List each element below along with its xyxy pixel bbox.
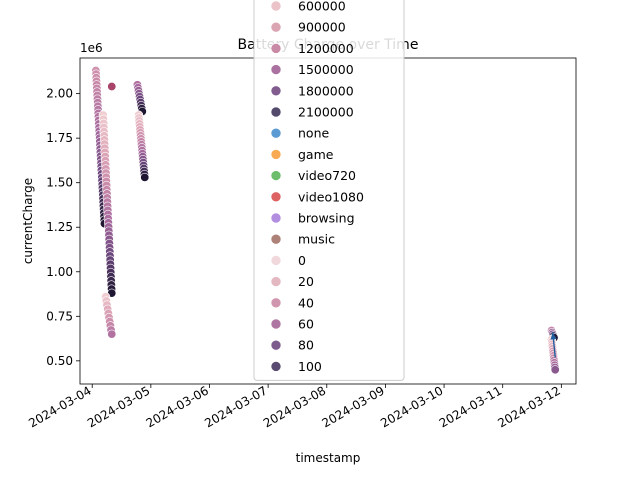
x-tick-label: 2024-03-10 bbox=[378, 383, 445, 430]
x-tick-label: 2024-03-09 bbox=[320, 383, 387, 430]
legend-label: music bbox=[298, 232, 335, 247]
legend-label: 600000 bbox=[298, 0, 346, 14]
data-point bbox=[140, 172, 150, 182]
legend-marker bbox=[270, 191, 282, 203]
legend-marker bbox=[270, 85, 282, 97]
legend-marker bbox=[270, 361, 282, 372]
legend-label: 60 bbox=[298, 317, 314, 332]
legend-marker bbox=[270, 43, 282, 54]
legend-label: 0 bbox=[298, 253, 306, 268]
legend-marker bbox=[270, 0, 282, 12]
y-tick-label: 1.25 bbox=[46, 220, 73, 234]
legend-marker bbox=[270, 170, 282, 181]
data-point bbox=[550, 365, 560, 375]
legend-marker bbox=[270, 233, 282, 245]
x-tick-label: 2024-03-06 bbox=[144, 383, 211, 430]
legend-label: game bbox=[298, 147, 334, 162]
legend-label: 900000 bbox=[298, 20, 346, 35]
legend-label: browsing bbox=[298, 211, 355, 226]
legend-marker bbox=[270, 21, 282, 33]
data-points bbox=[91, 65, 560, 375]
y-tick-label: 0.50 bbox=[46, 354, 73, 368]
y-tick-label: 1.00 bbox=[46, 265, 73, 279]
data-point bbox=[107, 329, 117, 339]
legend-label: 1500000 bbox=[298, 62, 354, 77]
legend-label: 80 bbox=[298, 338, 314, 353]
legend-label: 1800000 bbox=[298, 83, 354, 98]
legend-marker bbox=[270, 276, 282, 287]
legend-marker bbox=[270, 212, 282, 224]
x-tick-label: 2024-03-04 bbox=[26, 383, 93, 430]
data-point bbox=[107, 82, 117, 92]
legend-label: none bbox=[298, 126, 329, 141]
y-axis-label: currentCharge bbox=[21, 178, 35, 264]
legend-label: 1200000 bbox=[298, 41, 354, 56]
legend-label: 100 bbox=[298, 359, 322, 374]
legend-label: video720 bbox=[298, 168, 356, 183]
x-tick-label: 2024-03-08 bbox=[261, 383, 328, 430]
legend-marker bbox=[270, 255, 282, 266]
y-tick-label: 1.50 bbox=[46, 176, 73, 190]
legend-marker bbox=[270, 127, 282, 139]
legend-marker bbox=[270, 64, 282, 75]
legend: 600000 900000 1200000 1500000 1800000 2100000… bbox=[253, 0, 405, 381]
y-offset-label: 1e6 bbox=[80, 41, 103, 55]
y-tick-label: 2.00 bbox=[46, 87, 73, 101]
legend-marker bbox=[270, 339, 282, 351]
legend-label: video1080 bbox=[298, 189, 364, 204]
arrow-head bbox=[550, 332, 557, 340]
x-tick-label: 2024-03-07 bbox=[202, 383, 269, 430]
legend-marker bbox=[270, 297, 282, 309]
x-tick-label: 2024-03-05 bbox=[85, 383, 152, 430]
legend-label: 20 bbox=[298, 274, 314, 289]
x-tick-label: 2024-03-11 bbox=[437, 383, 504, 430]
legend-marker bbox=[270, 149, 282, 160]
y-tick-label: 1.75 bbox=[46, 131, 73, 145]
legend-label: 40 bbox=[298, 295, 314, 310]
legend-marker bbox=[270, 318, 282, 330]
legend-box bbox=[253, 0, 405, 381]
legend-marker bbox=[270, 106, 282, 118]
y-tick-label: 0.75 bbox=[46, 309, 73, 323]
x-axis-label: timestamp bbox=[296, 451, 361, 465]
x-tick-label: 2024-03-12 bbox=[495, 383, 562, 430]
legend-label: 2100000 bbox=[298, 105, 354, 120]
